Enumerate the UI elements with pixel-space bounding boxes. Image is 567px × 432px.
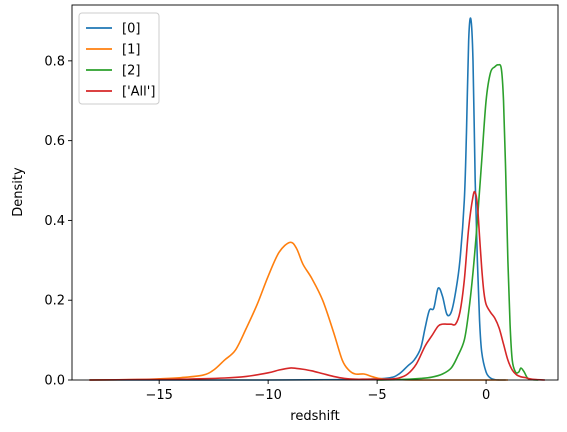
x-axis-ticks: −15 −10 −5 0 (145, 380, 490, 403)
y-tick-label: 0.6 (44, 134, 65, 149)
plot-frame (71, 4, 559, 381)
x-tick-label: −5 (368, 388, 387, 403)
x-tick-label: −10 (254, 388, 281, 403)
x-tick-label: −15 (145, 388, 172, 403)
series-lines (89, 17, 545, 381)
y-tick-label: 0.0 (44, 374, 65, 389)
legend-box (78, 12, 160, 105)
legend-label: ['All'] (122, 85, 155, 100)
series-line-2 (377, 63, 539, 381)
x-axis-label: redshift (290, 409, 339, 424)
series-line-0 (89, 17, 506, 381)
series-line-1 (89, 241, 508, 381)
y-tick-label: 0.4 (44, 214, 65, 229)
series-line-3 (89, 190, 545, 381)
legend-label: [0] (122, 22, 140, 37)
y-axis-ticks: 0.0 0.2 0.4 0.6 0.8 (44, 54, 72, 389)
y-tick-label: 0.2 (44, 294, 65, 309)
legend-label: [1] (122, 43, 140, 58)
legend-label: [2] (122, 64, 140, 79)
y-tick-label: 0.8 (44, 54, 65, 69)
y-axis-label: Density (11, 167, 26, 217)
legend: [0] [1] [2] ['All'] (78, 12, 160, 105)
x-tick-label: 0 (482, 388, 490, 403)
